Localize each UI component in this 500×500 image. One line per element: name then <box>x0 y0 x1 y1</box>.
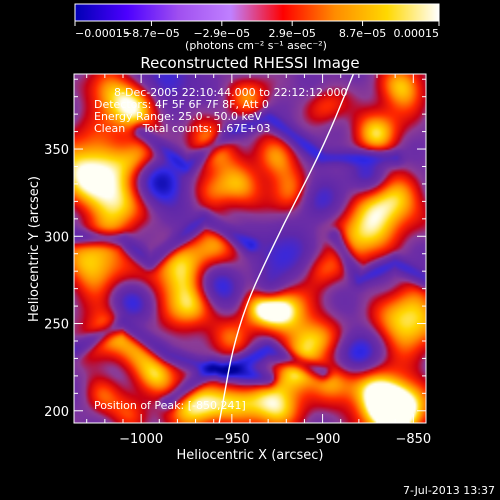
annotation-clean-counts: Clean Total counts: 1.67E+03 <box>94 122 271 135</box>
heatmap-image <box>74 74 426 423</box>
plot-area: −1000 −950 −900 −850 200 250 300 350 8-Dec-2005… <box>44 73 431 447</box>
colorbar: −0.00015−8.7e−05 −2.9e−05 2.9e−05 8.7e−05 0.… <box>74 3 440 52</box>
peak-position-label: Position of Peak: [-850,241] <box>94 399 246 412</box>
colorbar-tick-label: −0.00015 <box>75 27 130 40</box>
y-tick-label: 350 <box>44 143 69 158</box>
solar-limb-line <box>218 74 355 423</box>
x-tick-label: −1000 <box>119 432 163 447</box>
footer-timestamp: 7-Jul-2013 13:37 <box>403 484 495 497</box>
colorbar-tick-label: −2.9e−05 <box>193 27 250 40</box>
colorbar-ticks: −0.00015−8.7e−05 −2.9e−05 2.9e−05 8.7e−05 0.… <box>74 21 440 40</box>
colorbar-tick-label: 8.7e−05 <box>339 27 386 40</box>
annotation-detectors: Detectors: 4F 5F 6F 7F 8F, Att 0 <box>94 98 269 111</box>
x-axis-label: Heliocentric X (arcsec) <box>177 448 324 463</box>
x-tick-label: −900 <box>305 432 341 447</box>
annotation-time-range: 8-Dec-2005 22:10:44.000 to 22:12:12.000 <box>114 86 348 99</box>
y-tick-label: 200 <box>44 405 69 420</box>
annotation-energy-range: Energy Range: 25.0 - 50.0 keV <box>94 110 262 123</box>
y-tick-label: 250 <box>44 318 69 333</box>
colorbar-unit-label: (photons cm⁻² s⁻¹ asec⁻²) <box>185 39 327 52</box>
y-axis-label: Heliocentric Y (arcsec) <box>27 176 42 322</box>
chart-title: Reconstructed RHESSI Image <box>140 54 359 72</box>
colorbar-gradient <box>74 3 440 22</box>
annotation-block: 8-Dec-2005 22:10:44.000 to 22:12:12.000 … <box>94 86 348 135</box>
x-tick-label: −950 <box>214 432 250 447</box>
axis-ticks: −1000 −950 −900 −850 200 250 300 350 <box>44 74 431 447</box>
x-tick-label: −850 <box>395 432 431 447</box>
colorbar-tick-label: 0.00015 <box>394 27 440 40</box>
y-tick-label: 300 <box>44 230 69 245</box>
colorbar-tick-label: 2.9e−05 <box>268 27 315 40</box>
colorbar-tick-label: −8.7e−05 <box>123 27 180 40</box>
